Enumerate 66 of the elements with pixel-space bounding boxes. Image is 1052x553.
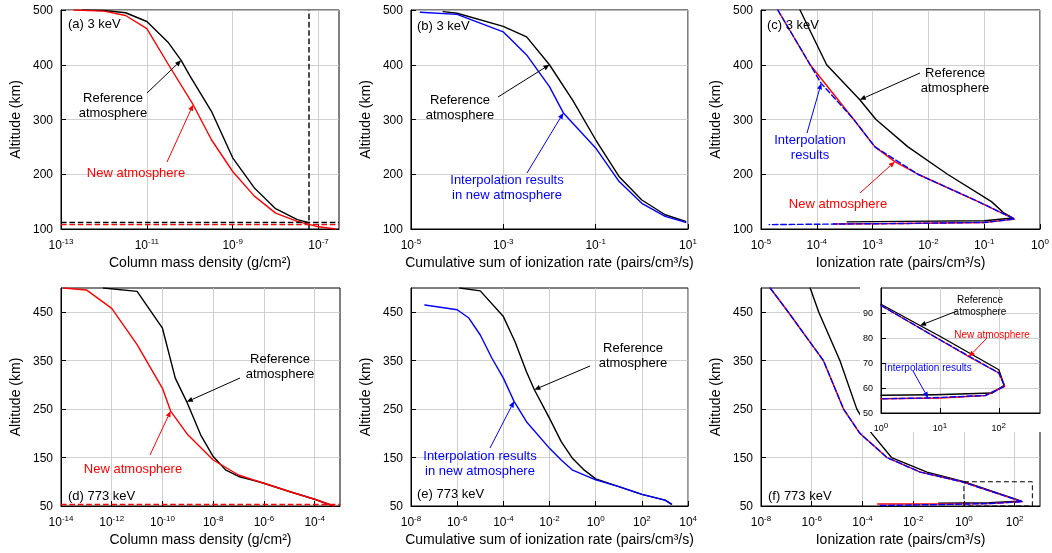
y-tick-label: 300 <box>382 112 404 127</box>
y-tick-label: 50 <box>39 499 54 513</box>
y-tick-label: 250 <box>382 402 404 417</box>
y-tick-label: 200 <box>732 167 754 182</box>
x-axis-title: Column mass density (g/cm²) <box>109 531 292 548</box>
y-tick-label: 80 <box>863 333 874 343</box>
annotation: Reference atmosphere <box>598 340 668 370</box>
annotation: (e) 773 keV <box>417 486 485 501</box>
x-axis-title: Cumulative sum of ionization rate (pairs/cm³/s) <box>405 531 694 548</box>
y-tick-label: 60 <box>863 383 874 393</box>
annotation: (a) 3 keV <box>68 16 122 31</box>
y-tick-label: 450 <box>732 305 754 320</box>
y-tick-label: 400 <box>382 57 404 72</box>
y-tick-label: 150 <box>32 450 54 465</box>
y-tick-label: 500 <box>32 3 54 17</box>
annotation: (d) 773 keV <box>68 488 136 503</box>
annotation: Reference atmosphere <box>245 351 315 381</box>
y-tick-label: 50 <box>739 499 754 513</box>
x-axis-title: Column mass density (g/cm²) <box>108 254 292 271</box>
y-tick-label: 100 <box>732 222 754 236</box>
y-tick-label: 100 <box>382 222 404 236</box>
annotation: Interpolation results in new atmosphere <box>423 448 538 478</box>
y-tick-label: 350 <box>732 353 754 368</box>
annotation: Interpolation results <box>884 361 972 373</box>
annotation: Reference atmosphere <box>425 92 495 122</box>
y-tick-label: 200 <box>32 167 54 182</box>
y-tick-label: 300 <box>32 112 54 127</box>
annotation: Interpolation results in new atmosphere <box>450 172 565 202</box>
annotation: New atmosphere <box>86 164 186 180</box>
y-tick-label: 350 <box>382 353 404 368</box>
y-tick-label: 500 <box>382 3 404 17</box>
y-tick-label: 100 <box>32 222 54 236</box>
annotation: Reference atmosphere <box>78 90 148 120</box>
y-tick-label: 400 <box>32 57 54 72</box>
y-tick-label: 450 <box>382 305 404 320</box>
y-axis-title: Altitude (km) <box>7 357 24 437</box>
y-axis-title: Altitude (km) <box>357 80 373 159</box>
y-tick-label: 500 <box>732 3 754 17</box>
annotation: Reference atmosphere <box>953 293 1007 317</box>
y-tick-label: 250 <box>732 402 754 417</box>
annotation: New atmosphere <box>954 328 1031 340</box>
annotation: (b) 3 keV <box>417 18 471 33</box>
y-tick-label: 150 <box>732 450 754 465</box>
annotation: Interpolation results <box>774 132 846 162</box>
y-tick-label: 150 <box>382 450 404 465</box>
y-tick-label: 250 <box>32 402 54 417</box>
x-axis-title: Ionization rate (pairs/cm³/s) <box>815 531 986 548</box>
y-axis-title: Altitude (km) <box>707 357 724 437</box>
annotation: New atmosphere <box>83 460 183 476</box>
y-tick-label: 50 <box>389 499 404 513</box>
y-axis-title: Altitude (km) <box>7 80 24 159</box>
x-axis-title: Cumulative sum of ionization rate (pairs/cm³/s) <box>405 254 694 271</box>
y-tick-label: 200 <box>382 167 404 182</box>
annotation: (f) 773 keV <box>768 488 832 503</box>
y-tick-label: 90 <box>863 308 874 318</box>
y-tick-label: 50 <box>863 408 874 418</box>
y-tick-label: 400 <box>732 57 754 72</box>
y-tick-label: 450 <box>32 305 54 320</box>
y-tick-label: 300 <box>732 112 754 127</box>
y-tick-label: 350 <box>32 353 54 368</box>
annotation: Reference atmosphere <box>920 65 990 95</box>
y-axis-title: Altitude (km) <box>707 80 724 159</box>
annotation: New atmosphere <box>788 195 888 211</box>
x-axis-title: Ionization rate (pairs/cm³/s) <box>815 254 986 271</box>
y-axis-title: Altitude (km) <box>357 357 374 437</box>
y-tick-label: 70 <box>863 358 874 368</box>
